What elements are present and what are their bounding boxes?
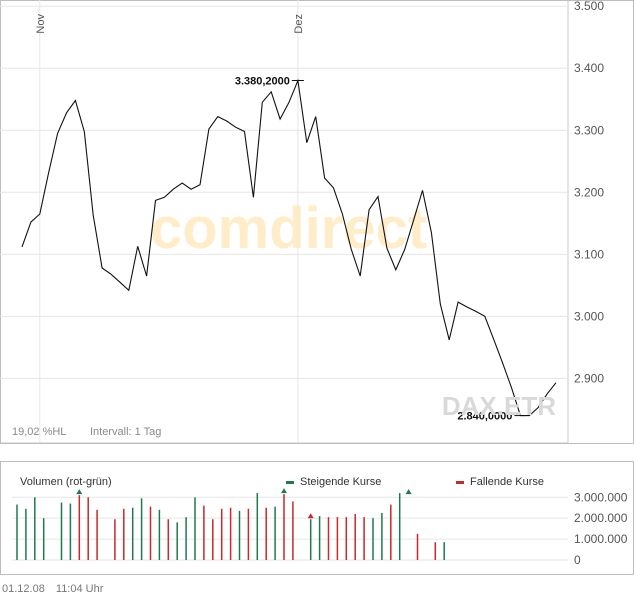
volume-bar <box>131 507 134 560</box>
volume-tick-label: 0 <box>574 553 581 567</box>
grid <box>0 0 568 443</box>
volume-bar <box>140 498 143 560</box>
hl-label: 19,02 %HL <box>12 426 66 438</box>
volume-bar <box>256 493 259 560</box>
volume-arrow-marker <box>76 489 83 495</box>
volume-bar <box>292 501 294 560</box>
y-tick-label: 3.000 <box>574 309 604 323</box>
volume-bar <box>203 505 205 560</box>
volume-bar <box>390 504 392 560</box>
volume-bar <box>60 502 63 560</box>
footer-time: 11:04 Uhr <box>55 583 104 595</box>
y-axis: 3.500 3.400 3.300 3.200 3.100 3.000 2.900 <box>574 0 604 385</box>
volume-bar <box>265 507 267 560</box>
volume-bar <box>434 542 437 560</box>
y-tick-label: 3.100 <box>574 247 604 261</box>
volume-bars <box>16 488 445 560</box>
volume-bar <box>416 533 419 560</box>
legend-falling-label: Fallende Kurse <box>470 476 544 488</box>
volume-bar <box>274 506 276 560</box>
volume-grid <box>12 496 568 561</box>
annotation-label: 2.840,0000 <box>457 411 512 423</box>
volume-bar <box>318 516 321 560</box>
y-tick-label: 3.400 <box>574 61 604 75</box>
volume-chart: Volumen (rot-grün) Steigende Kurse Falle… <box>0 461 634 575</box>
legend-rising-swatch <box>286 481 294 484</box>
volume-y-axis: 3.000.000 2.000.000 1.000.000 0 <box>574 490 628 567</box>
volume-bar <box>220 508 223 560</box>
volume-bar <box>398 493 401 560</box>
watermark: comdirect <box>150 196 427 261</box>
legend-rising-label: Steigende Kurse <box>300 476 381 488</box>
legend-falling-swatch <box>456 481 464 484</box>
volume-bar <box>443 542 445 560</box>
volume-bar <box>158 509 161 560</box>
volume-bar <box>212 519 214 560</box>
volume-arrow-marker <box>405 489 412 495</box>
interval-label: Intervall: 1 Tag <box>90 426 161 438</box>
annotations: 3.380,2000 2.840,0000 <box>235 76 527 423</box>
volume-tick-label: 3.000.000 <box>574 490 628 504</box>
volume-arrow-marker <box>307 513 314 519</box>
volume-bar <box>229 507 232 560</box>
volume-bar <box>309 519 312 560</box>
volume-bar <box>345 517 348 560</box>
volume-bar <box>42 518 45 560</box>
volume-arrow-marker <box>281 488 287 494</box>
price-line <box>21 78 557 417</box>
volume-bar <box>16 504 18 560</box>
y-tick-label: 3.200 <box>574 185 604 199</box>
volume-bar <box>283 494 285 560</box>
footer: 01.12.08 11:04 Uhr <box>2 583 111 595</box>
volume-bar <box>114 519 116 560</box>
volume-bar <box>123 508 125 560</box>
volume-bar <box>167 519 170 560</box>
volume-tick-label: 2.000.000 <box>574 511 628 525</box>
volume-bar <box>176 522 178 560</box>
volume-bar <box>354 514 356 560</box>
volume-bar <box>247 508 250 560</box>
y-tick-label: 3.500 <box>574 0 604 13</box>
volume-bar <box>25 508 27 560</box>
volume-bar <box>34 497 36 560</box>
instrument-label: DAX.ETR <box>442 391 556 421</box>
x-tick-label: Dez <box>293 14 305 34</box>
volume-bar <box>238 510 241 560</box>
volume-bar <box>194 497 196 560</box>
annotation-label: 3.380,2000 <box>235 76 290 88</box>
volume-bar <box>372 518 374 560</box>
volume-bar <box>69 503 72 560</box>
volume-bar <box>96 509 98 560</box>
y-tick-label: 3.300 <box>574 123 604 137</box>
x-tick-label: Nov <box>35 14 47 34</box>
price-chart: comdirect Nov Dez 3.500 3.400 3.300 3.200 3.1… <box>0 0 634 444</box>
volume-bar <box>185 517 187 560</box>
volume-bar <box>327 517 330 560</box>
volume-bar <box>78 495 81 560</box>
x-axis: Nov Dez <box>35 14 305 34</box>
volume-bar <box>87 497 89 560</box>
volume-tick-label: 1.000.000 <box>574 532 628 546</box>
volume-bar <box>336 517 339 560</box>
footer-date: 01.12.08 <box>2 583 45 595</box>
volume-bar <box>363 517 365 560</box>
volume-title: Volumen (rot-grün) <box>20 476 112 488</box>
volume-bar <box>149 506 152 560</box>
volume-bar <box>381 512 383 560</box>
y-tick-label: 2.900 <box>574 371 604 385</box>
